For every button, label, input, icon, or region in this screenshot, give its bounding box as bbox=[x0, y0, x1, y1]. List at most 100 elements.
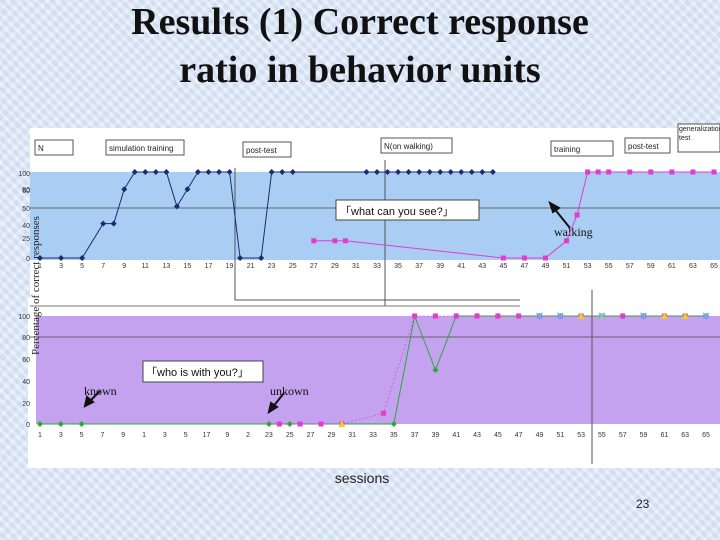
question-box-bottom bbox=[142, 360, 264, 383]
bottom-y-tick-label: 0 bbox=[26, 422, 30, 429]
bottom-series-4-point bbox=[556, 312, 564, 320]
top-series-1-point bbox=[163, 169, 170, 175]
top-x-tick-label: 11 bbox=[142, 263, 149, 270]
phase-label-post-test-2: post-test bbox=[628, 142, 659, 151]
top-x-tick-label: 57 bbox=[626, 263, 634, 270]
top-series-2-point bbox=[606, 169, 612, 175]
top-y-tick-label: 50 bbox=[22, 206, 30, 213]
bottom-x-tick-label: 23 bbox=[265, 432, 273, 439]
bottom-x-tick-label: 3 bbox=[163, 432, 167, 439]
bottom-x-tick-label: 35 bbox=[390, 432, 398, 439]
top-x-tick-label: 55 bbox=[605, 263, 613, 270]
bottom-series-2-line bbox=[279, 315, 706, 425]
top-series-2-point bbox=[574, 212, 580, 218]
top-x-tick-label: 35 bbox=[394, 263, 402, 270]
bottom-series-4-point bbox=[598, 312, 606, 320]
label-walking: walking bbox=[554, 225, 593, 239]
top-series-2-point bbox=[332, 238, 338, 244]
top-series-1-point bbox=[173, 203, 180, 210]
top-series-1-point bbox=[479, 169, 486, 175]
phase-label-n: N bbox=[38, 144, 44, 153]
top-x-tick-label: 37 bbox=[415, 263, 423, 270]
question-bottom: 「who is with you?」 bbox=[146, 366, 249, 379]
top-series-1-point bbox=[447, 169, 454, 175]
y-axis-label: Percentage of correct responses bbox=[30, 216, 42, 355]
top-series-1-point bbox=[258, 255, 265, 261]
bottom-series-2-point bbox=[453, 313, 459, 319]
bottom-series-2-point bbox=[516, 313, 522, 319]
top-series-2-point bbox=[669, 169, 675, 175]
top-series-1-point bbox=[395, 169, 402, 175]
bottom-x-tick-label: 37 bbox=[411, 432, 419, 439]
top-series-1-point bbox=[216, 169, 223, 175]
bottom-x-tick-label: 39 bbox=[432, 432, 440, 439]
bottom-x-tick-label: 1 bbox=[142, 432, 146, 439]
top-x-tick-label: 17 bbox=[205, 263, 213, 270]
top-x-tick-label: 33 bbox=[373, 263, 381, 270]
bottom-x-tick-label: 49 bbox=[536, 432, 544, 439]
bottom-x-tick-label: 53 bbox=[577, 432, 585, 439]
top-series-1-line bbox=[40, 171, 493, 259]
bottom-series-1-point bbox=[265, 421, 272, 427]
top-series-1-point bbox=[289, 169, 296, 175]
top-series-1-point bbox=[426, 169, 433, 175]
top-series-2-point bbox=[311, 238, 317, 244]
top-series-1-point bbox=[416, 169, 423, 175]
bottom-series-3-point bbox=[577, 312, 585, 319]
top-series-1-point bbox=[58, 255, 65, 261]
bottom-series-2-point bbox=[318, 421, 324, 427]
top-series-1-point bbox=[121, 186, 128, 193]
top-series-1-point bbox=[131, 169, 138, 175]
top-x-tick-label: 31 bbox=[352, 263, 360, 270]
bottom-x-tick-label: 45 bbox=[494, 432, 502, 439]
phase-label-n-walking: N(on walking) bbox=[384, 142, 433, 151]
annotation-arrows bbox=[83, 200, 571, 415]
bottom-series-2-point bbox=[432, 313, 438, 319]
bottom-x-tick-label: 9 bbox=[225, 432, 229, 439]
title-line-1: Results (1) Correct response bbox=[131, 1, 589, 43]
top-x-tick-label: 9 bbox=[122, 263, 126, 270]
top-x-tick-label: 13 bbox=[162, 263, 170, 270]
bottom-series-3-point bbox=[660, 312, 668, 319]
bottom-x-tick-label: 31 bbox=[348, 432, 356, 439]
top-series-1-point bbox=[374, 169, 380, 175]
bottom-x-tick-label: 41 bbox=[452, 432, 460, 439]
top-x-tick-label: 49 bbox=[542, 263, 550, 270]
top-series-1-point bbox=[142, 169, 149, 175]
bottom-x-tick-label: 47 bbox=[515, 432, 523, 439]
bottom-series-2-point bbox=[620, 313, 626, 319]
bottom-series-1-point bbox=[390, 421, 397, 427]
bottom-series-2-point bbox=[495, 313, 501, 319]
top-series-1-point bbox=[152, 169, 159, 175]
bottom-x-tick-label: 55 bbox=[598, 432, 606, 439]
bottom-series-1-point bbox=[286, 421, 293, 427]
page-number: 23 bbox=[636, 497, 650, 511]
top-series-1-point bbox=[226, 169, 233, 175]
top-x-tick-label: 39 bbox=[436, 263, 444, 270]
bottom-x-tick-label: 17 bbox=[203, 432, 211, 439]
bottom-y-tick-label: 20 bbox=[22, 401, 30, 408]
top-x-tick-label: 15 bbox=[184, 263, 192, 270]
slide-title: Results (1) Correct response ratio in be… bbox=[60, 0, 660, 94]
top-x-tick-label: 65 bbox=[710, 263, 718, 270]
bottom-series-4-point bbox=[640, 312, 648, 320]
bottom-x-tick-label: 3 bbox=[59, 432, 63, 439]
bottom-x-tick-label: 65 bbox=[702, 432, 710, 439]
top-x-tick-label: 5 bbox=[80, 263, 84, 270]
top-x-tick-label: 47 bbox=[521, 263, 529, 270]
top-x-tick-label: 29 bbox=[331, 263, 339, 270]
label-unknown: unkown bbox=[270, 384, 309, 398]
top-y-tick-label: 40 bbox=[22, 223, 30, 230]
top-x-tick-label: 63 bbox=[689, 263, 697, 270]
top-series-1-point bbox=[194, 169, 201, 175]
bottom-x-tick-label: 1 bbox=[38, 432, 42, 439]
bottom-series-4-point bbox=[535, 312, 544, 320]
top-series-1-point bbox=[405, 169, 412, 175]
top-series-2-point bbox=[648, 169, 654, 175]
top-series-2-line bbox=[313, 171, 714, 259]
bottom-x-tick-label: 63 bbox=[681, 432, 689, 439]
bottom-series-2-point bbox=[297, 421, 303, 427]
top-series-1-point bbox=[110, 220, 117, 227]
top-series-1-point bbox=[237, 255, 244, 261]
bottom-series-2-point bbox=[276, 421, 282, 427]
